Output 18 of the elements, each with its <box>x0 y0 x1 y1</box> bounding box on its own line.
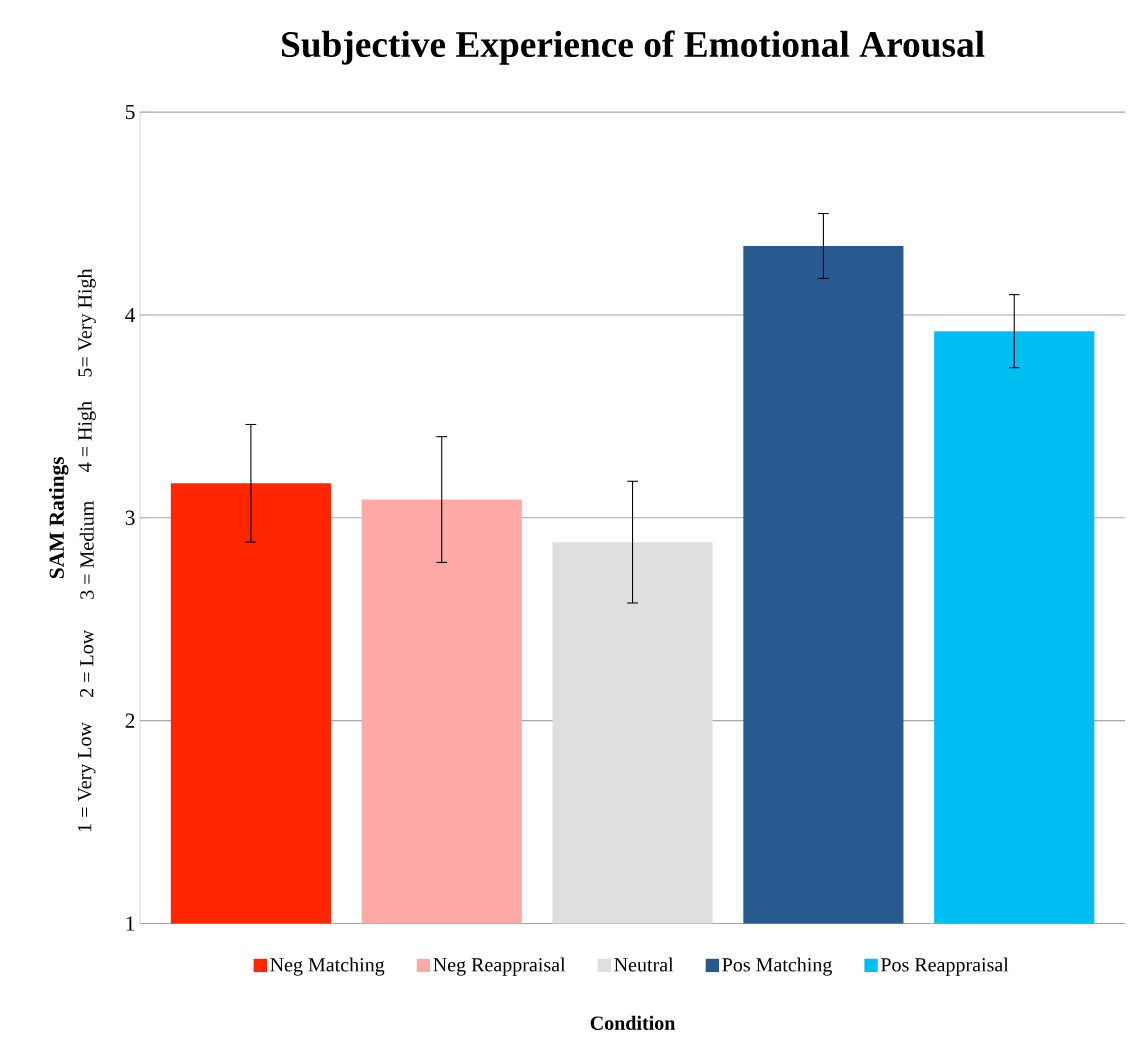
legend-label: Neutral <box>614 957 674 972</box>
x-axis-title: Condition <box>590 1015 676 1030</box>
y-tick-label: 5 <box>125 104 135 120</box>
text: 2 = Low <box>80 629 94 697</box>
y-tick-label: 3 <box>125 510 135 525</box>
text: 1 = Very Low <box>77 722 96 831</box>
chart-title: Subjective Experience of Emotional Arousal <box>282 30 985 65</box>
legend-label: Neg Matching <box>270 957 385 976</box>
legend-label: Neg Reappraisal <box>433 957 566 976</box>
legend-label: Pos Reappraisal <box>880 957 1009 976</box>
text: 3 = Medium <box>79 500 94 599</box>
legend-label: Pos Matching <box>722 957 832 976</box>
y-tick-label: 1 <box>126 916 135 931</box>
y-tick-label: 2 <box>125 713 135 728</box>
y-axis-title: SAM Ratings <box>48 456 69 578</box>
text: 4 = High <box>77 401 96 472</box>
y-tick-label: 4 <box>125 307 136 322</box>
text: 5= Very High <box>77 268 96 377</box>
